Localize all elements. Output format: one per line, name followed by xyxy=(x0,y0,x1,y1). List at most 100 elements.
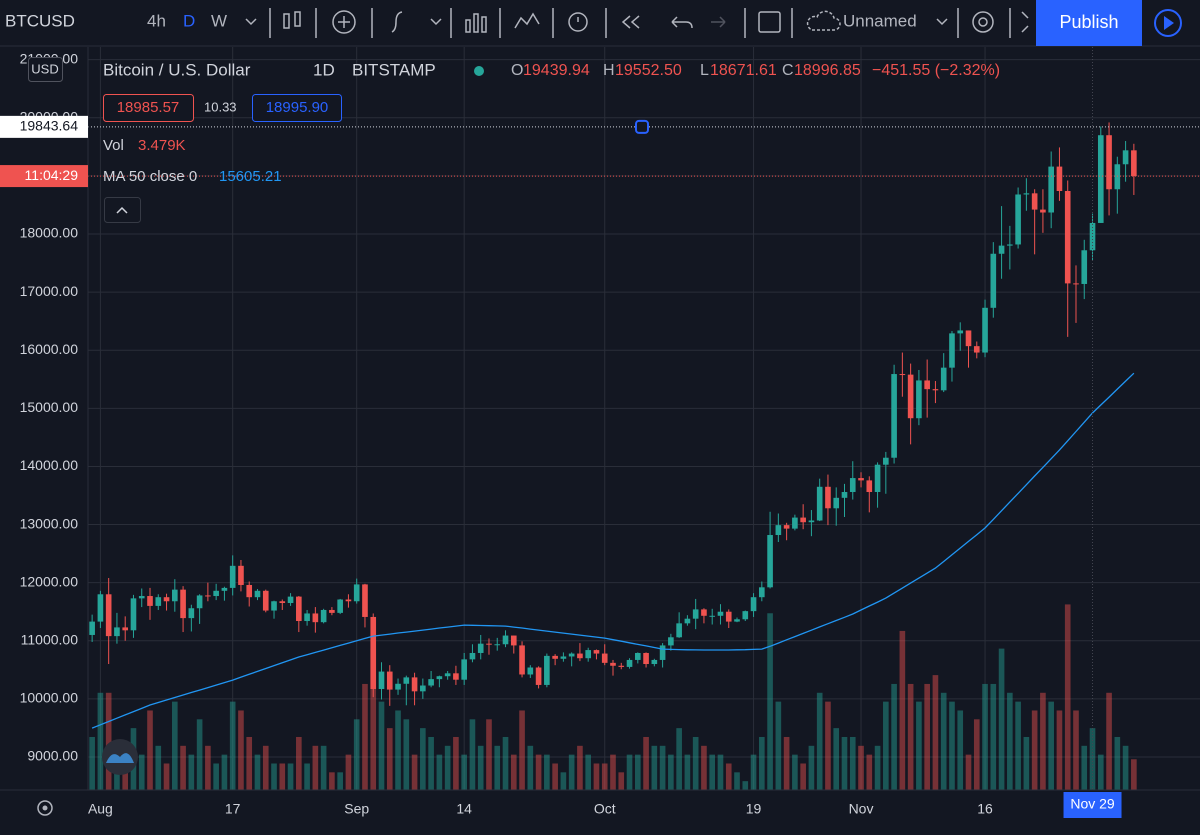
volume-bar xyxy=(138,754,145,790)
candle-body xyxy=(502,635,509,645)
candle-body xyxy=(692,609,699,619)
volume-bar xyxy=(692,736,699,790)
volume-bar xyxy=(560,772,567,790)
plot-area xyxy=(88,47,1200,790)
candle-body xyxy=(767,535,773,588)
candle-body xyxy=(444,673,451,677)
volume-bar xyxy=(965,754,972,790)
ohlc-value: 18671.61 xyxy=(710,62,777,79)
volume-bar xyxy=(982,683,988,790)
candle-body xyxy=(552,655,558,659)
volume-bar xyxy=(386,728,393,790)
volume-bar xyxy=(510,754,517,790)
volume-bar xyxy=(205,745,211,790)
layout-name[interactable]: Unnamed xyxy=(843,11,917,30)
volume-bar xyxy=(717,754,724,790)
x-tick-label: Oct xyxy=(594,801,616,817)
candle-body xyxy=(229,565,236,588)
candle-body xyxy=(932,389,939,391)
x-tick-label: Nov xyxy=(849,801,874,817)
candle-body xyxy=(155,597,162,606)
volume-bar xyxy=(196,719,203,790)
volume-bar xyxy=(568,754,575,790)
collapse-button[interactable] xyxy=(104,197,141,223)
settings-icon[interactable] xyxy=(37,800,53,816)
candle-body xyxy=(97,594,104,622)
crosshair-date: Nov 29 xyxy=(1070,796,1115,812)
candle-body xyxy=(1097,135,1104,223)
ohlc-value: 19439.94 xyxy=(523,62,590,79)
volume-bar xyxy=(535,754,542,790)
volume-bar xyxy=(792,754,798,790)
candle-body xyxy=(130,598,137,631)
candle-body xyxy=(759,587,765,598)
candle-body xyxy=(221,587,228,591)
volume-bar xyxy=(816,692,823,790)
candle-body xyxy=(568,653,575,657)
crosshair-date-box xyxy=(1063,792,1122,818)
symbol[interactable]: BTCUSD xyxy=(5,11,75,30)
volume-bar xyxy=(370,648,377,790)
volume-bar xyxy=(998,648,1005,790)
volume-bar xyxy=(1089,728,1096,790)
volume-bar xyxy=(1056,710,1063,790)
candle-body xyxy=(701,609,707,616)
volume-bar xyxy=(238,710,244,790)
volume-bar xyxy=(444,745,451,790)
volume-bar xyxy=(477,745,484,790)
volume-bar xyxy=(610,754,616,790)
volume-bar xyxy=(329,772,335,790)
candle-body xyxy=(304,613,310,622)
crosshair-price-box xyxy=(0,115,88,138)
bid-box[interactable] xyxy=(103,94,194,122)
candle-body xyxy=(560,656,567,659)
x-tick-label: 19 xyxy=(746,801,762,817)
y-tick-label: 14000.00 xyxy=(20,457,79,473)
volume-bar xyxy=(585,754,592,790)
candle-body xyxy=(510,635,517,646)
candle-body xyxy=(138,596,145,599)
candle-body xyxy=(213,590,219,597)
candle-body xyxy=(287,596,294,604)
candle-body xyxy=(461,659,467,680)
spread: 10.33 xyxy=(204,99,237,114)
volume-bar xyxy=(411,754,418,790)
candle-body xyxy=(428,679,434,686)
interval[interactable]: D xyxy=(183,11,195,30)
toolbar-icons xyxy=(269,8,1029,38)
exchange: BITSTAMP xyxy=(352,60,436,79)
volume-bar xyxy=(874,745,881,790)
dropdown-icon[interactable] xyxy=(245,18,257,26)
interval[interactable]: 4h xyxy=(147,11,166,30)
candle-body xyxy=(411,677,418,692)
ask-box[interactable] xyxy=(252,94,342,122)
publish-button[interactable] xyxy=(1036,0,1142,46)
volume-bar xyxy=(593,763,600,790)
volume-bar xyxy=(1007,692,1013,790)
candle-body xyxy=(544,655,550,685)
volume-bar xyxy=(973,719,980,790)
candle-body xyxy=(296,596,302,622)
candle-body xyxy=(262,590,269,611)
interval[interactable]: W xyxy=(211,11,227,30)
candle-body xyxy=(420,685,426,692)
drawing-handle xyxy=(635,119,649,134)
candle-body xyxy=(816,486,823,521)
candle-body xyxy=(453,673,459,680)
candle-body xyxy=(1048,166,1054,213)
publish-label[interactable]: Publish xyxy=(1059,12,1118,32)
volume-bar xyxy=(734,772,740,790)
candle-body xyxy=(114,627,120,637)
volume-bar xyxy=(271,763,277,790)
play-button[interactable] xyxy=(1154,9,1182,37)
interval-title: 1D xyxy=(313,60,335,79)
y-tick-label: 16000.00 xyxy=(20,341,79,357)
candle-body xyxy=(866,480,873,493)
candle-body xyxy=(486,643,492,645)
volume-bar xyxy=(849,736,856,790)
volume-bar xyxy=(858,745,864,790)
candle-body xyxy=(883,457,889,465)
volume-bar xyxy=(552,763,558,790)
volume-bar xyxy=(899,630,906,790)
candle-body xyxy=(403,677,410,684)
